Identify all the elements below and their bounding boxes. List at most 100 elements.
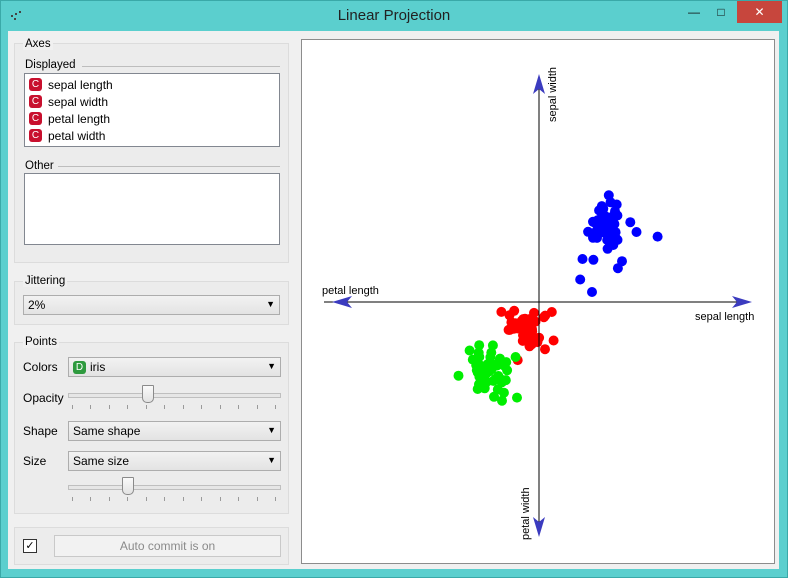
slider-tick [238,405,240,409]
slider-tick [182,405,184,409]
size-value: Same size [73,454,130,468]
slider-tick [275,497,276,501]
continuous-variable-icon: C [29,112,42,125]
petal-width-arrow [533,517,545,537]
slider-tick [90,497,92,501]
slider-tick [164,405,166,409]
point-virginica [512,392,522,403]
jittering-value: 2% [28,298,46,312]
point-virginica [474,351,485,362]
axes-group-title: Axes [23,38,53,50]
other-divider [58,166,280,167]
point-virginica [472,384,483,394]
point-setosa [591,230,602,241]
other-label: Other [25,160,54,172]
close-button[interactable]: ✕ [737,1,782,23]
slider-tick [90,405,92,409]
projection-plot[interactable]: sepal width petal width petal length sep… [301,39,775,564]
slider-tick [72,497,73,501]
point-setosa [577,254,588,264]
slider-tick [145,405,147,409]
point-setosa [588,216,598,227]
axis-label-petal-length: petal length [322,285,379,297]
shape-select[interactable]: Same shape ▼ [68,421,281,441]
sepal-width-arrow [533,74,545,94]
size-slider-handle[interactable] [122,477,135,495]
point-virginica [510,352,521,362]
colors-select[interactable]: D iris ▼ [68,357,281,377]
jittering-select[interactable]: 2% ▼ [23,295,280,315]
axis-label-sepal-length: sepal length [695,311,754,323]
sepal-length-arrow [732,296,752,308]
chevron-down-icon: ▼ [267,361,276,371]
slider-tick [238,497,240,501]
point-setosa [587,287,597,297]
point-setosa [575,274,586,285]
point-setosa [617,256,627,267]
point-setosa [596,212,607,223]
point-versicolor [548,335,559,346]
point-virginica [486,347,497,358]
point-virginica [497,395,507,406]
slider-tick [219,497,221,501]
app-icon [11,11,21,20]
chevron-down-icon: ▼ [266,299,275,309]
axis-label-sepal-width: sepal width [547,67,559,122]
slider-tick [72,405,73,409]
scatter-plot[interactable]: sepal width petal width petal length sep… [302,40,774,563]
point-setosa [625,217,636,228]
opacity-label: Opacity [23,391,64,405]
slider-tick [256,497,258,501]
point-versicolor [540,344,550,355]
slider-tick [127,497,129,501]
slider-tick [201,497,203,501]
auto-commit-checkbox[interactable]: ✓ [23,539,37,553]
slider-tick [219,405,221,409]
point-versicolor [508,323,519,334]
point-virginica [464,345,475,356]
slider-tick [108,497,110,501]
slider-tick [164,497,166,501]
size-slider[interactable] [68,485,281,490]
other-axes-list[interactable] [24,173,280,245]
minimize-button[interactable]: — [688,5,700,19]
chevron-down-icon: ▼ [267,455,276,465]
maximize-button[interactable]: □ [717,5,725,19]
continuous-variable-icon: C [29,95,42,108]
point-virginica [480,363,491,374]
size-select[interactable]: Same size ▼ [68,451,281,471]
colors-label: Colors [23,360,58,374]
commit-button[interactable]: Auto commit is on [54,535,281,557]
opacity-slider[interactable] [68,393,281,398]
chevron-down-icon: ▼ [267,425,276,435]
point-setosa [611,199,622,210]
point-setosa [583,226,594,237]
shape-value: Same shape [73,424,141,438]
point-virginica [453,370,464,381]
opacity-slider-handle[interactable] [142,385,155,403]
points-layer [453,190,663,406]
point-setosa [602,243,613,254]
point-versicolor [496,306,507,317]
discrete-variable-icon: D [73,360,86,374]
slider-tick [127,405,129,409]
axis-label-petal-width: petal width [520,487,532,540]
slider-tick [201,405,203,409]
continuous-variable-icon: C [29,78,42,91]
shape-label: Shape [23,424,58,438]
petal-length-arrow [332,296,352,308]
title-bar[interactable]: Linear Projection — □ ✕ [1,1,787,32]
list-item-label: petal width [48,128,106,143]
slider-tick [256,405,258,409]
continuous-variable-icon: C [29,129,42,142]
point-setosa [610,232,621,243]
point-virginica [498,387,509,398]
displayed-divider [82,66,280,67]
list-item-label: sepal length [48,77,113,92]
point-virginica [495,353,505,364]
